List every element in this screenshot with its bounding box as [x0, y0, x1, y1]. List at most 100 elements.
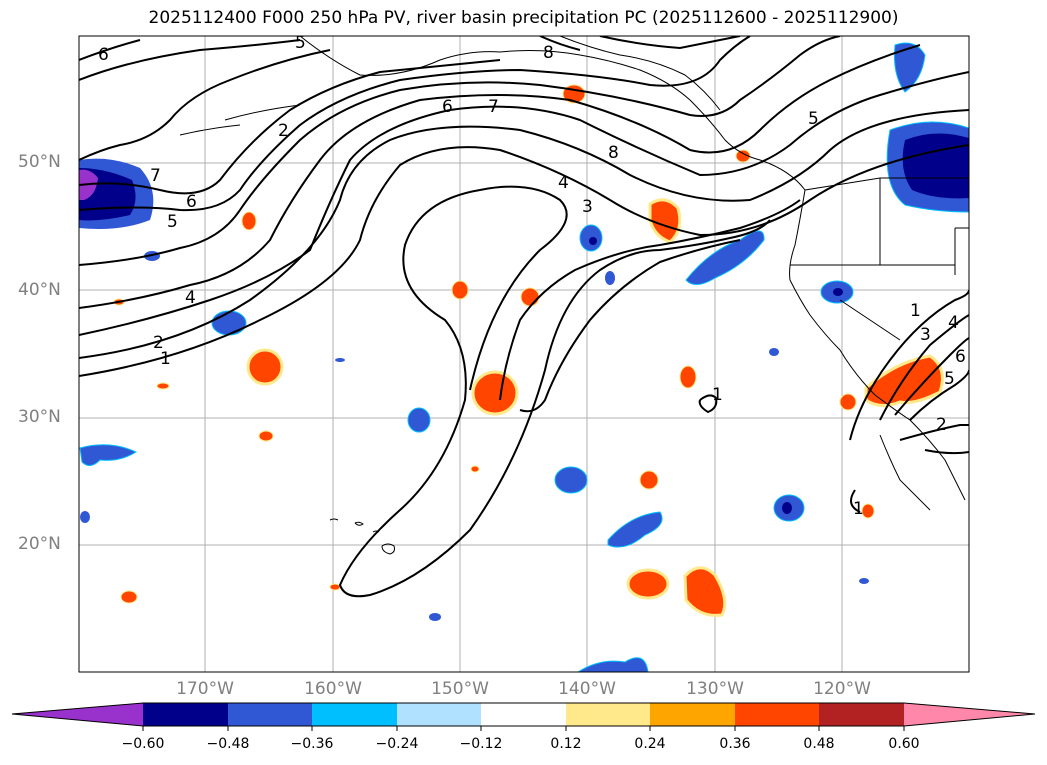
- contour-label: 8: [543, 43, 554, 63]
- precip-positive-region: [683, 566, 727, 617]
- precip-positive-region: [626, 568, 670, 600]
- precip-positive-region: [839, 393, 857, 411]
- contour-label: 8: [608, 143, 619, 163]
- precip-positive-region: [639, 470, 659, 490]
- precip-negative-region: [211, 310, 247, 336]
- precip-positive-region: [451, 280, 469, 300]
- contour-label: 6: [955, 347, 966, 367]
- contour-label: 3: [582, 197, 593, 217]
- contour-label: 2: [153, 333, 164, 353]
- map-panel: [79, 36, 969, 672]
- contour-label: 4: [948, 313, 959, 333]
- contour-label: 3: [920, 325, 931, 345]
- colorbar-extend-max: [904, 703, 1035, 726]
- precip-positive-region: [120, 590, 138, 604]
- lat-label: 50°N: [18, 152, 61, 172]
- colorbar-tick-label: 0.12: [550, 736, 582, 752]
- contour-label: 1: [853, 499, 864, 519]
- lon-label: 140°W: [558, 679, 616, 699]
- colorbar-tick-label: −0.36: [290, 736, 334, 752]
- precip-positive-region: [329, 583, 341, 591]
- contour-label: 5: [944, 369, 955, 389]
- colorbar-tick-label: −0.60: [121, 736, 165, 752]
- lon-label: 150°W: [431, 679, 489, 699]
- colorbar-tick-label: −0.24: [375, 736, 419, 752]
- contour-label: 1: [910, 301, 921, 321]
- precip-negative-core: [833, 288, 843, 296]
- contour-label: 7: [488, 97, 499, 117]
- colorbar-swatch: [312, 703, 397, 726]
- precip-positive-region: [156, 382, 170, 390]
- precip-negative-region: [685, 230, 765, 285]
- precip-positive-region: [471, 370, 519, 416]
- map-title: 2025112400 F000 250 hPa PV, river basin …: [148, 8, 899, 28]
- contour-label: 7: [150, 166, 161, 186]
- colorbar-tick-label: 0.60: [888, 736, 920, 752]
- contour-label: 6: [186, 192, 197, 212]
- pv-contour-labels: 6 5 8 7 6 2 8 7 5 4 3 6 5 4 2 1 1 1 3 4 …: [98, 33, 966, 519]
- precip-negative-region: [407, 407, 431, 433]
- precip-negative-region: [605, 271, 615, 285]
- colorbar-tick-label: −0.12: [459, 736, 503, 752]
- colorbar-swatch: [650, 703, 735, 726]
- precip-negative-region: [79, 444, 138, 466]
- precip-positive-region: [470, 465, 480, 473]
- precip-positive-region: [241, 211, 257, 231]
- lon-label: 170°W: [176, 679, 234, 699]
- colorbar-swatch: [397, 703, 482, 726]
- colorbar-swatch: [735, 703, 820, 726]
- lon-label: 120°W: [813, 679, 871, 699]
- contour-label: 6: [98, 45, 109, 65]
- precip-negative-region: [80, 511, 90, 523]
- precip-positive-region: [172, 25, 192, 35]
- colorbar-swatch: [228, 703, 313, 726]
- contour-label: 4: [185, 288, 196, 308]
- precip-negative-region: [894, 42, 926, 93]
- precip-negative-core: [782, 502, 792, 514]
- colorbar-tick-label: 0.36: [719, 736, 751, 752]
- contour-label: 4: [558, 173, 569, 193]
- lon-label: 130°W: [686, 679, 744, 699]
- coastlines: [179, 36, 969, 511]
- precip-negative-core: [589, 237, 597, 245]
- colorbar-swatch: [566, 703, 651, 726]
- colorbar-tick-label: 0.24: [634, 736, 666, 752]
- precip-negative-region: [335, 358, 345, 362]
- precip-positive-region: [861, 503, 875, 519]
- colorbar-tick-label: −0.48: [206, 736, 250, 752]
- contour-label: 5: [295, 33, 306, 53]
- precip-positive-region: [735, 149, 751, 163]
- lon-label: 160°W: [304, 679, 362, 699]
- precip-negative-region: [859, 578, 869, 584]
- colorbar: [11, 702, 1036, 731]
- precip-negative-region: [769, 348, 779, 356]
- precip-positive-region: [520, 287, 540, 307]
- lat-label: 40°N: [18, 280, 61, 300]
- precip-negative-core: [902, 133, 969, 199]
- colorbar-swatch: [819, 703, 904, 726]
- colorbar-swatch: [143, 703, 228, 726]
- contour-label: 5: [808, 109, 819, 129]
- precip-positive-region: [258, 430, 274, 442]
- contour-label: 1: [712, 385, 723, 405]
- contour-label: 6: [442, 97, 453, 117]
- precip-positive-region: [679, 365, 697, 389]
- precip-negative-region: [607, 511, 663, 548]
- colorbar-extend-min: [12, 703, 143, 726]
- contour-label: 2: [936, 415, 947, 435]
- precip-positive-region: [246, 348, 284, 386]
- contour-label: 2: [278, 121, 289, 141]
- precip-positive-region: [864, 354, 944, 407]
- map-border: [78, 35, 970, 673]
- lat-label: 20°N: [18, 534, 61, 554]
- precip-negative-region: [554, 466, 588, 494]
- colorbar-tick-label: 0.48: [803, 736, 835, 752]
- colorbar-swatch: [481, 703, 566, 726]
- contour-label: 5: [167, 212, 178, 232]
- precip-negative-region: [429, 613, 441, 621]
- precip-negative-region: [577, 657, 649, 672]
- lat-label: 30°N: [18, 407, 61, 427]
- pv-contours: [79, 36, 969, 598]
- contour-label: 1: [160, 349, 171, 369]
